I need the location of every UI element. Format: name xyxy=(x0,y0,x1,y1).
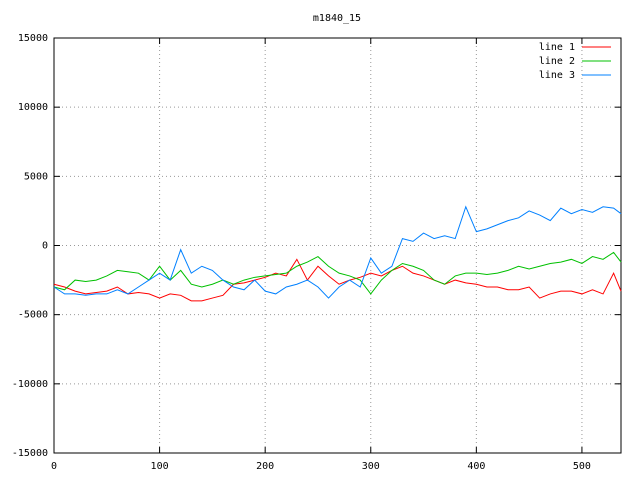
x-tick-label: 0 xyxy=(51,461,57,472)
x-tick-label: 300 xyxy=(362,461,380,472)
legend-label: line 2 xyxy=(539,56,575,67)
legend-label: line 1 xyxy=(539,42,575,53)
x-tick-label: 100 xyxy=(151,461,169,472)
y-tick-label: 10000 xyxy=(18,102,48,113)
y-tick-label: -10000 xyxy=(12,379,48,390)
y-tick-label: -15000 xyxy=(12,448,48,459)
plot-frame xyxy=(53,37,622,454)
x-tick-label: 200 xyxy=(256,461,274,472)
y-tick-label: 5000 xyxy=(24,171,48,182)
y-tick-label: 15000 xyxy=(18,33,48,44)
x-tick-label: 400 xyxy=(467,461,485,472)
data-line xyxy=(53,251,622,295)
legend-label: line 3 xyxy=(539,70,575,81)
chart-title: m1840_15 xyxy=(313,13,361,24)
data-line xyxy=(53,258,622,302)
data-line xyxy=(53,205,622,299)
y-tick-label: 0 xyxy=(42,241,48,252)
y-tick-label: -5000 xyxy=(18,310,48,321)
x-tick-label: 500 xyxy=(573,461,591,472)
